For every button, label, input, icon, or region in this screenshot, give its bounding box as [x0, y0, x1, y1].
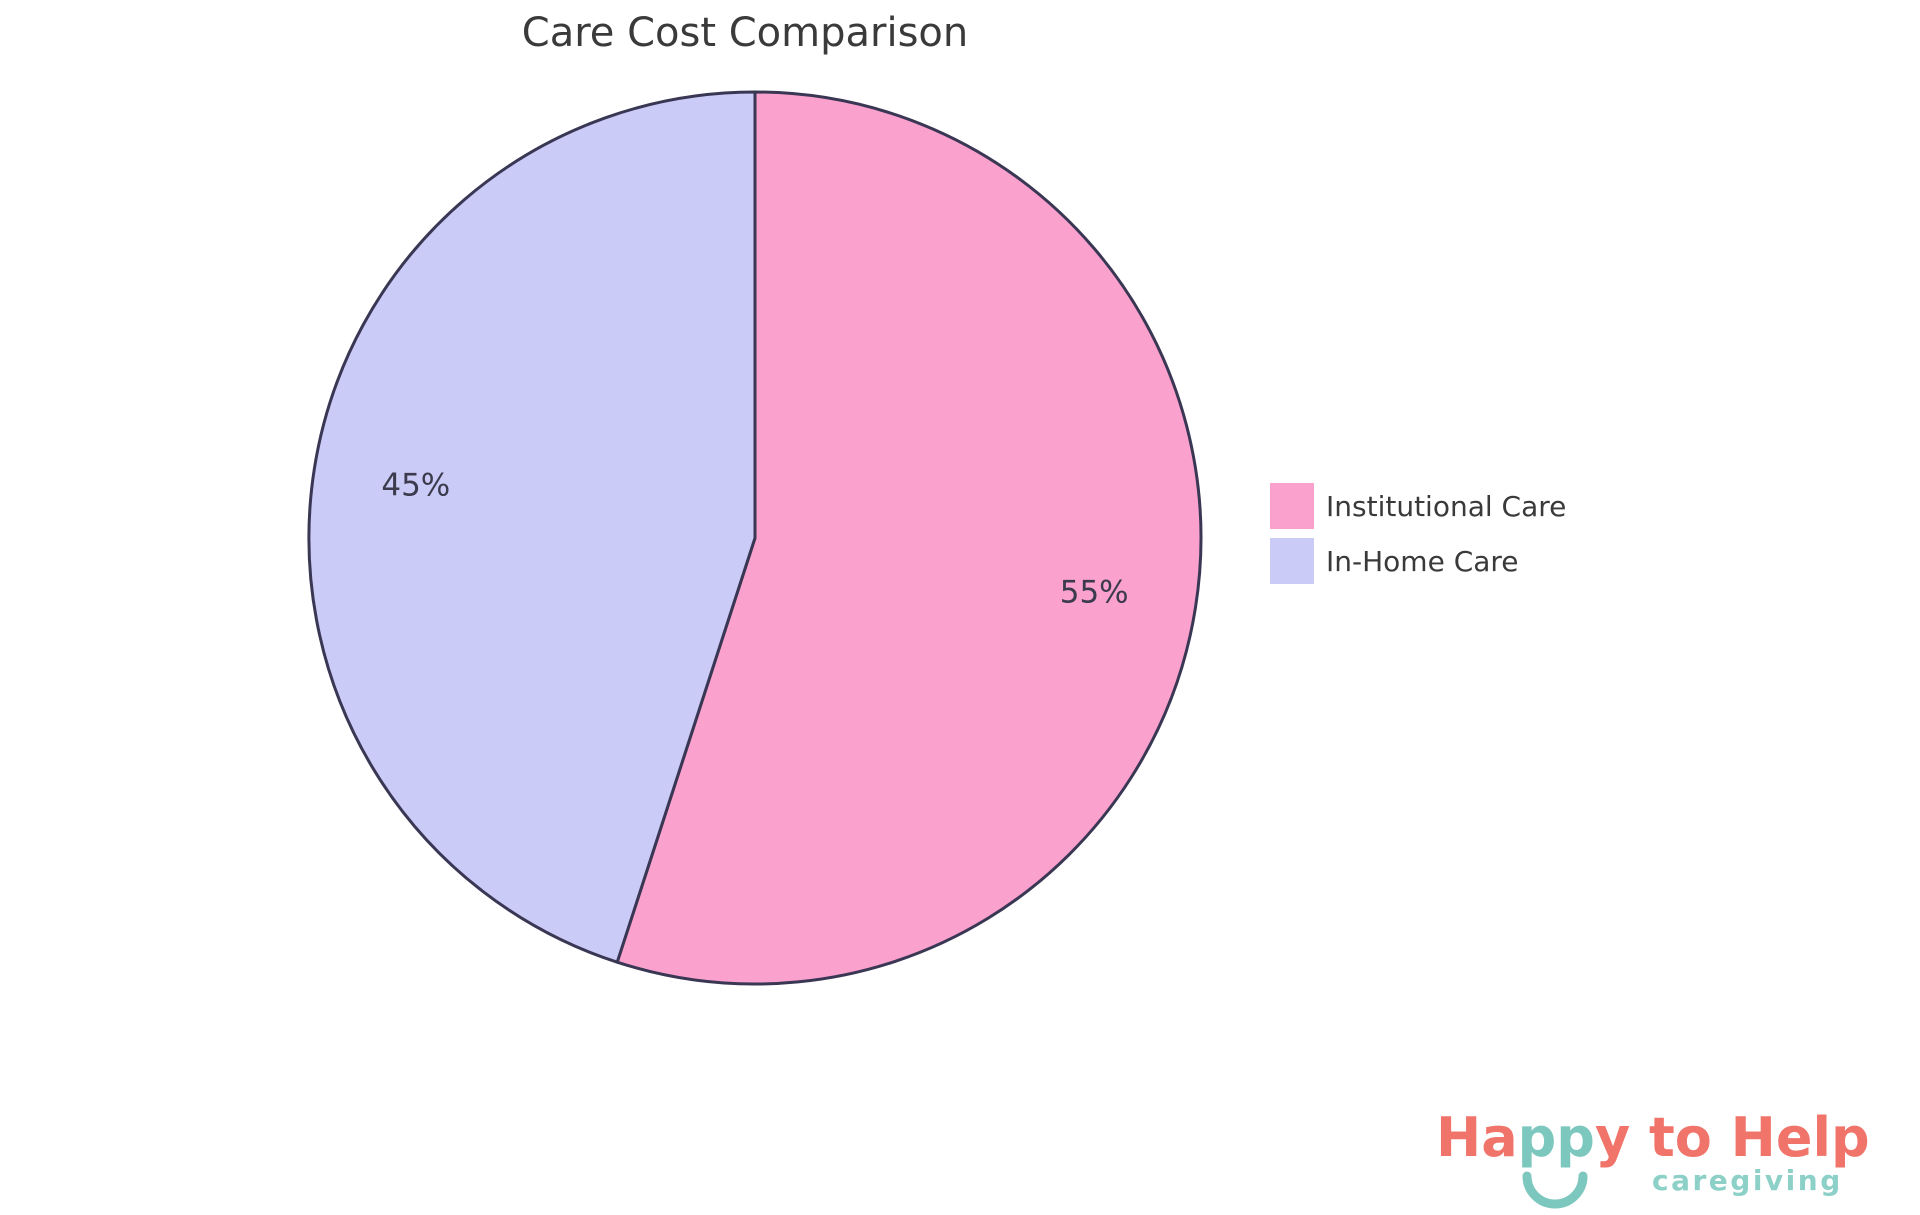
legend-item-institutional-care[interactable]: Institutional Care — [1270, 483, 1566, 529]
logo-word-part: to — [1630, 1106, 1731, 1169]
smile-icon — [1522, 1171, 1588, 1209]
legend-swatch-in-home-care — [1270, 538, 1314, 584]
logo-word-part: Ha — [1436, 1106, 1518, 1169]
pie-slice-in-home-care[interactable] — [307, 90, 757, 964]
pie-slice-institutional-care[interactable] — [615, 90, 1203, 986]
logo-word-part: pp — [1517, 1106, 1595, 1169]
legend-label-institutional-care: Institutional Care — [1326, 489, 1567, 523]
pie-slice-pct-label: 55% — [1060, 575, 1129, 611]
logo-happy-to-help: Happy to Help caregiving — [1436, 1098, 1896, 1215]
legend-item-in-home-care[interactable]: In-Home Care — [1270, 538, 1566, 584]
pie-slice-pct-label: 45% — [381, 467, 450, 503]
logo-word-part: Help — [1730, 1106, 1870, 1169]
chart-title: Care Cost Comparison — [521, 10, 969, 56]
legend-swatch-institutional-care — [1270, 483, 1314, 529]
legend-label-in-home-care: In-Home Care — [1326, 544, 1519, 578]
logo-wordmark: Happy to Help — [1436, 1106, 1870, 1169]
logo-tagline: caregiving — [1652, 1164, 1843, 1197]
legend: Institutional Care In-Home Care — [1270, 483, 1566, 593]
logo-word-part: y — [1594, 1106, 1631, 1169]
